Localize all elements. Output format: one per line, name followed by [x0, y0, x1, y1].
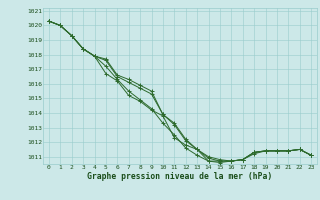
- X-axis label: Graphe pression niveau de la mer (hPa): Graphe pression niveau de la mer (hPa): [87, 172, 273, 181]
